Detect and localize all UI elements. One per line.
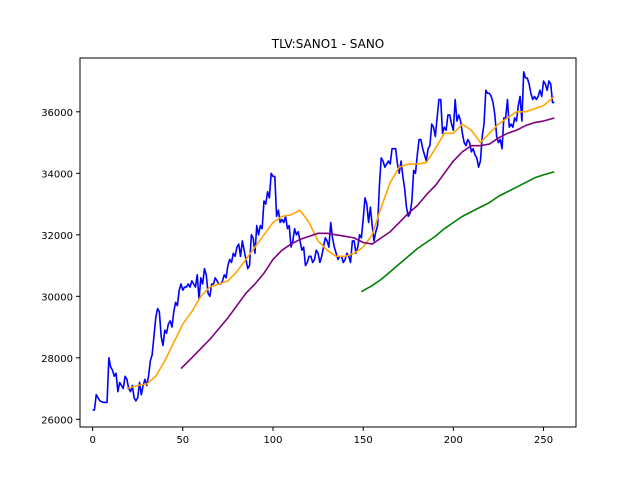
series-layer — [92, 71, 555, 411]
x-tick-label: 200 — [444, 435, 463, 446]
series-line-0 — [92, 71, 555, 411]
x-tick-label: 100 — [263, 435, 282, 446]
y-tick-label: 32000 — [41, 231, 73, 242]
x-tick-label: 150 — [354, 435, 373, 446]
x-tick-label: 0 — [89, 435, 95, 446]
series-line-3 — [360, 171, 555, 293]
y-tick-label: 36000 — [41, 108, 73, 119]
y-tick-label: 34000 — [41, 169, 73, 180]
x-tick-label: 250 — [534, 435, 553, 446]
plot-frame — [79, 57, 577, 428]
series-line-1 — [126, 95, 555, 390]
y-tick-label: 28000 — [41, 354, 73, 365]
series-line-2 — [180, 117, 555, 370]
x-tick-label: 50 — [176, 435, 189, 446]
y-tick-label: 30000 — [41, 292, 73, 303]
y-tick-label: 26000 — [41, 415, 73, 426]
chart-title: TLV:SANO1 - SANO — [271, 37, 385, 51]
axes: 0 50 100 150 200 250 26000 28000 30000 32000 34000… — [41, 57, 577, 446]
